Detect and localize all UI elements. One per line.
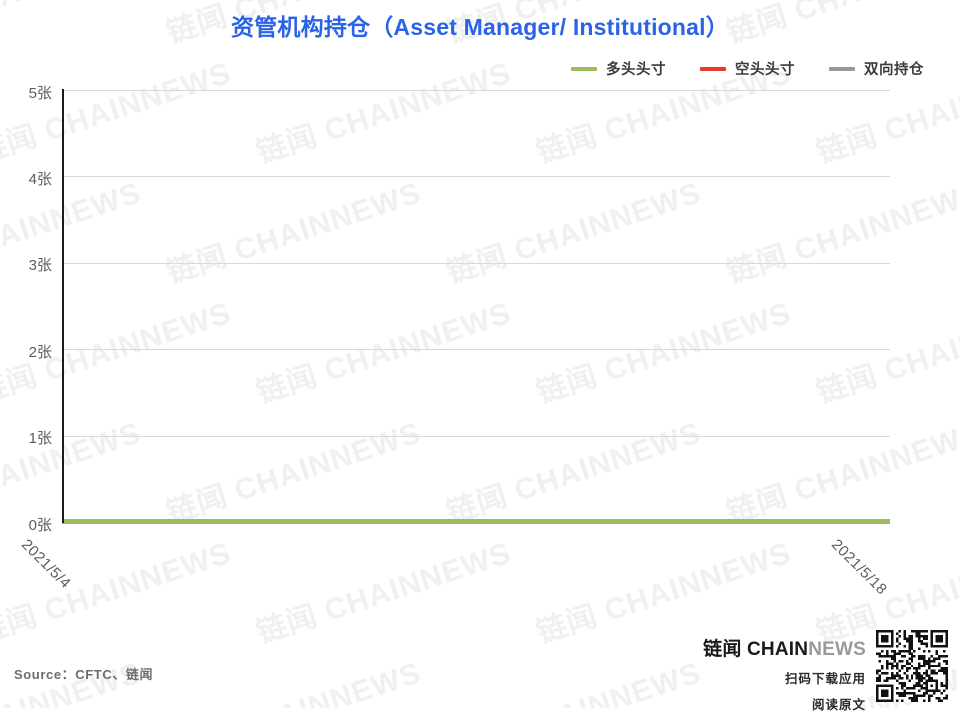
series-line-long — [62, 519, 890, 524]
legend-item-long[interactable]: 多头头寸 — [571, 58, 666, 79]
brand-logo-news: NEWS — [808, 639, 866, 660]
watermark-text: 链闻 CHAINNEWS — [252, 536, 516, 650]
watermark-text: 链闻 CHAINNEWS — [440, 648, 706, 708]
legend-label-spread: 双向持仓 — [864, 62, 924, 78]
brand-logo-cn: 链闻 — [703, 639, 742, 660]
source-note: Source：CFTC、链闻 — [14, 667, 154, 682]
page-title: 资管机构持仓（Asset Manager/ Institutional） — [231, 14, 729, 40]
y-axis-line — [62, 89, 64, 523]
qr-code-icon[interactable] — [876, 630, 948, 702]
y-tick-label-1: 1张 — [28, 430, 52, 447]
brand-subtitle-download: 扫码下载应用 — [784, 672, 866, 686]
x-tick-label-start: 2021/5/4 — [17, 536, 75, 593]
legend-swatch-long — [571, 66, 597, 71]
chart-plot-area — [62, 90, 890, 524]
gridline-3 — [62, 263, 890, 264]
gridline-4 — [62, 176, 890, 177]
legend-label-short: 空头头寸 — [735, 62, 795, 78]
legend-swatch-short — [700, 66, 726, 71]
branding-block: 链闻 CHAINNEWS 扫码下载应用 阅读原文 — [703, 630, 948, 713]
legend-label-long: 多头头寸 — [606, 62, 666, 78]
y-tick-label-3: 3张 — [28, 257, 52, 274]
brand-logo: 链闻 CHAINNEWS — [703, 634, 866, 661]
legend-swatch-spread — [829, 66, 855, 71]
gridline-5 — [62, 90, 890, 91]
brand-subtitle-readmore[interactable]: 阅读原文 — [811, 698, 866, 712]
y-tick-label-0: 0张 — [28, 517, 52, 534]
brand-text-group: 链闻 CHAINNEWS 扫码下载应用 阅读原文 — [703, 630, 866, 713]
y-tick-label-5: 5张 — [28, 85, 52, 102]
y-tick-label-4: 4张 — [28, 171, 52, 188]
chart-legend: 多头头寸 空头头寸 双向持仓 — [571, 58, 924, 79]
legend-item-spread[interactable]: 双向持仓 — [829, 58, 924, 79]
y-tick-label-2: 2张 — [28, 344, 52, 361]
watermark-text: 链闻 CHAINNEWS — [160, 648, 426, 708]
x-tick-label-end: 2021/5/18 — [827, 536, 891, 599]
gridline-2 — [62, 349, 890, 350]
gridline-1 — [62, 436, 890, 437]
brand-logo-chain: CHAIN — [747, 639, 809, 660]
legend-item-short[interactable]: 空头头寸 — [700, 58, 795, 79]
